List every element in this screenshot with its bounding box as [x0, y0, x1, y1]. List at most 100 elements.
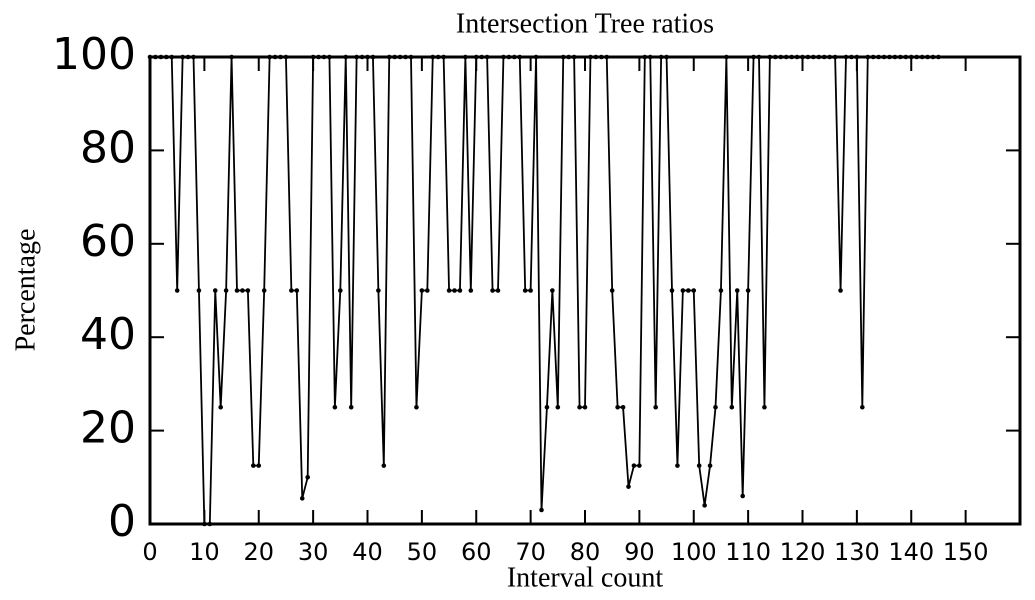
data-point — [452, 288, 457, 293]
data-point — [821, 54, 827, 60]
data-point — [158, 54, 164, 60]
data-point — [218, 404, 223, 410]
data-point — [756, 54, 762, 60]
data-point — [936, 54, 941, 60]
data-point — [153, 54, 158, 60]
data-point — [620, 404, 626, 410]
x-tick-label: 130 — [834, 538, 880, 566]
data-point — [925, 54, 930, 60]
data-point — [397, 54, 403, 60]
data-point — [370, 54, 376, 60]
data-point — [653, 404, 658, 410]
data-point — [691, 288, 697, 293]
data-point — [316, 54, 321, 60]
data-point — [490, 288, 495, 293]
data-point — [609, 288, 615, 293]
data-point — [838, 288, 843, 293]
data-point — [669, 288, 675, 293]
data-point — [577, 404, 582, 410]
data-point — [294, 288, 300, 293]
x-tick-label: 0 — [142, 538, 157, 566]
x-tick-label: 30 — [298, 538, 329, 566]
data-point — [615, 404, 620, 410]
data-point — [196, 288, 202, 293]
data-point — [234, 288, 240, 293]
data-point — [414, 404, 419, 410]
data-point — [773, 54, 778, 60]
data-point — [566, 54, 571, 60]
data-point — [729, 404, 735, 410]
data-point — [740, 493, 745, 499]
data-point — [164, 54, 169, 60]
data-point — [816, 54, 822, 60]
data-point — [381, 463, 387, 468]
data-point — [860, 404, 865, 410]
data-point — [169, 54, 175, 60]
data-line — [150, 56, 939, 525]
data-point — [180, 54, 185, 60]
data-point — [745, 288, 751, 293]
data-point — [734, 288, 740, 293]
y-tick-label: 60 — [80, 216, 136, 267]
data-point — [914, 54, 919, 60]
data-point — [571, 54, 577, 60]
data-point — [267, 54, 272, 60]
data-point — [430, 54, 436, 60]
x-tick-label: 40 — [352, 538, 383, 566]
data-point — [713, 404, 718, 410]
data-point — [147, 54, 153, 60]
data-point — [751, 54, 756, 60]
x-tick-label: 150 — [943, 538, 989, 566]
data-point — [229, 54, 234, 60]
data-point — [403, 54, 408, 60]
data-point — [506, 54, 512, 60]
data-point — [283, 54, 289, 60]
y-axis-label: Percentage — [10, 229, 41, 352]
data-point — [550, 288, 555, 293]
x-tick-label: 110 — [725, 538, 771, 566]
data-point — [522, 288, 528, 293]
data-point — [365, 54, 370, 60]
data-point — [338, 288, 343, 293]
data-point — [854, 54, 860, 60]
x-tick-label: 20 — [243, 538, 274, 566]
y-tick-label: 80 — [80, 122, 136, 173]
data-point — [256, 463, 262, 468]
data-point — [582, 404, 588, 410]
data-point — [479, 54, 484, 60]
data-point — [718, 288, 724, 293]
data-point — [637, 463, 642, 468]
data-point — [664, 54, 669, 60]
x-tick-label: 80 — [570, 538, 601, 566]
data-point — [528, 288, 533, 293]
data-point — [767, 54, 773, 60]
data-point — [604, 54, 610, 60]
data-point — [783, 54, 789, 60]
data-point — [299, 496, 305, 501]
data-point — [778, 54, 784, 60]
data-point — [446, 288, 452, 293]
data-point — [272, 54, 278, 60]
plot-frame — [148, 55, 1022, 526]
data-point — [865, 54, 871, 60]
data-point — [892, 54, 898, 60]
data-point — [794, 54, 800, 60]
y-tick-label: 20 — [80, 403, 136, 454]
y-tick-label: 0 — [108, 496, 136, 547]
x-tick-label: 90 — [624, 538, 655, 566]
data-point — [289, 288, 294, 293]
data-point — [473, 54, 479, 60]
data-point — [696, 463, 702, 468]
data-point — [724, 54, 729, 60]
data-point — [675, 463, 680, 468]
data-point — [343, 54, 349, 60]
data-point — [278, 54, 283, 60]
x-tick-label: 70 — [515, 538, 546, 566]
data-point — [789, 54, 794, 60]
data-point — [495, 288, 501, 293]
data-point — [930, 54, 936, 60]
data-point — [435, 54, 441, 60]
data-point — [849, 54, 854, 60]
data-point — [919, 54, 925, 60]
